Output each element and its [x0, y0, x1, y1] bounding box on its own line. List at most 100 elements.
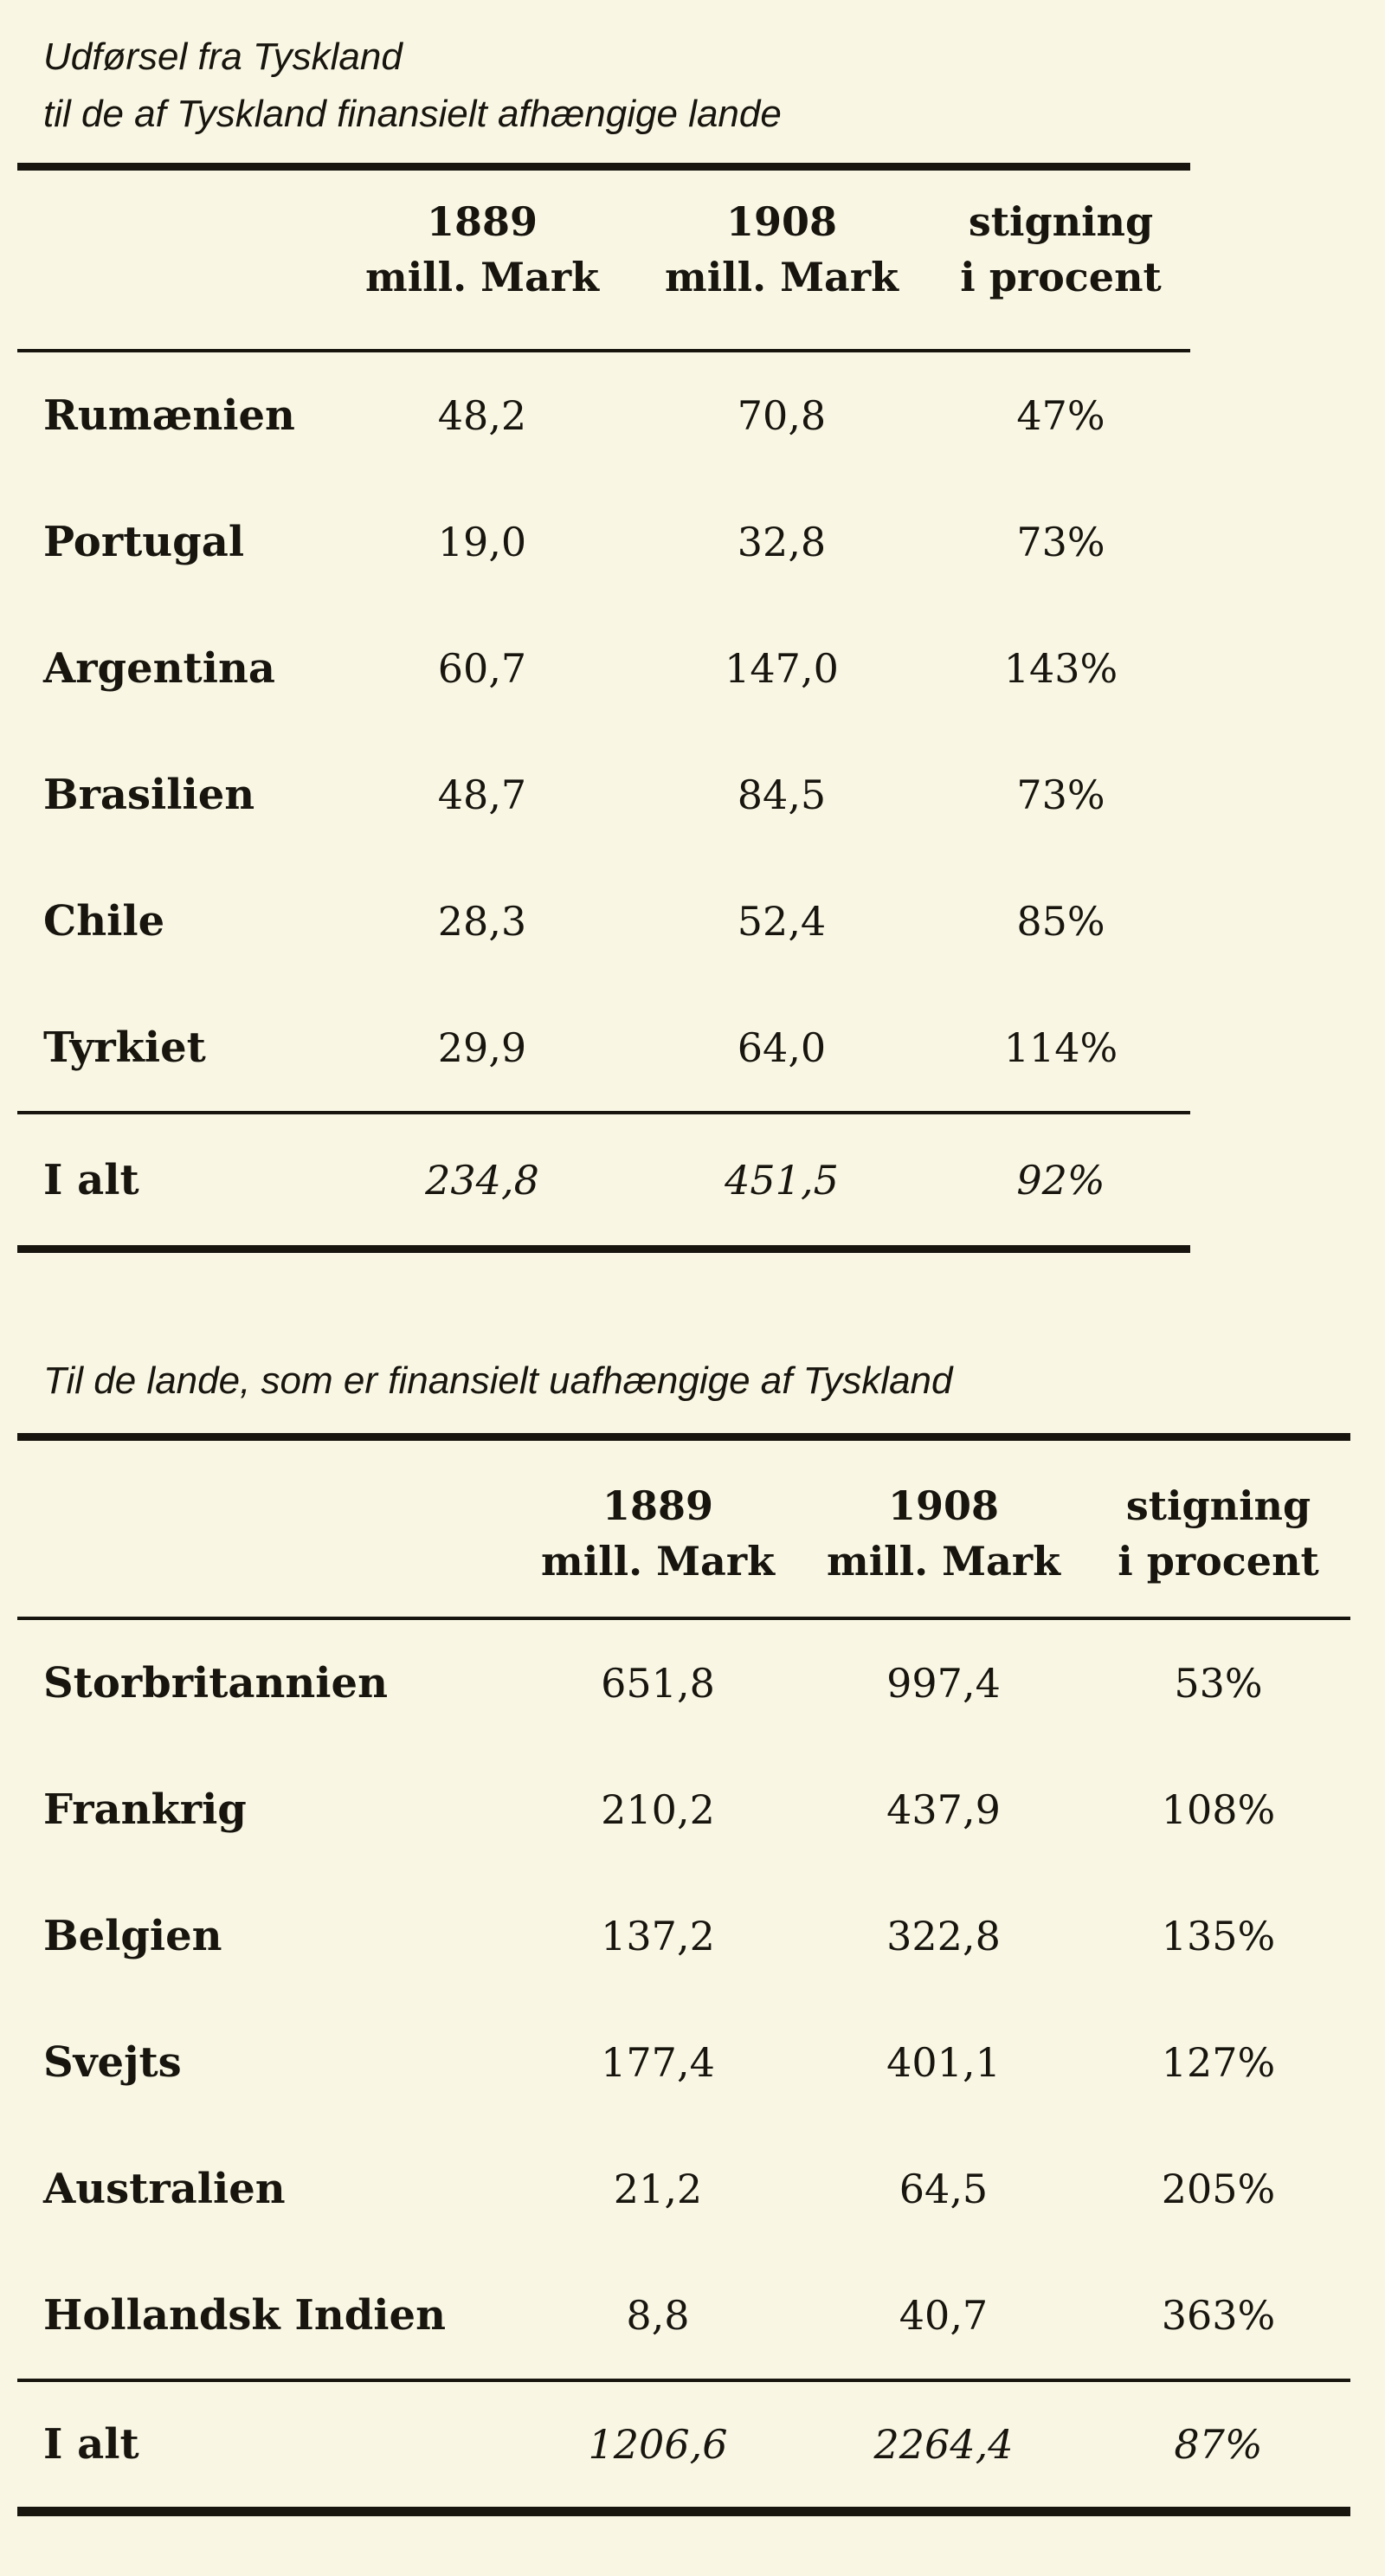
value-1889: 177,4 — [601, 2039, 715, 2086]
table-row: Belgien 137,2 322,8 135% — [17, 1873, 1350, 1999]
value-stigning: 143% — [1003, 645, 1118, 692]
header-1889-year: 1889 — [602, 1482, 714, 1529]
table-row: Australien 21,2 64,5 205% — [17, 2126, 1350, 2252]
table-row: Tyrkiet 29,9 64,0 114% — [17, 985, 1190, 1111]
value-1889: 48,2 — [437, 392, 527, 439]
value-stigning: 73% — [1016, 519, 1105, 565]
section1-title-line2: til de af Tyskland finansielt afhængige … — [43, 93, 782, 135]
value-stigning: 47% — [1016, 392, 1105, 439]
value-1908: 147,0 — [725, 645, 839, 692]
value-1889: 210,2 — [601, 1786, 715, 1833]
table-row: Brasilien 48,7 84,5 73% — [17, 732, 1190, 858]
header-1908: 1908 mill. Mark — [632, 194, 931, 305]
value-1908: 52,4 — [737, 898, 827, 945]
country-label: Brasilien — [43, 771, 255, 819]
total-row: I alt 234,8 451,5 92% — [17, 1114, 1190, 1245]
header-1908-unit: mill. Mark — [665, 254, 899, 300]
country-label: Tyrkiet — [43, 1023, 206, 1072]
value-1889: 29,9 — [437, 1024, 527, 1071]
total-stigning: 87% — [1174, 2421, 1263, 2468]
country-label: Frankrig — [43, 1785, 247, 1834]
value-1908: 437,9 — [886, 1786, 1001, 1833]
country-label: Chile — [43, 897, 165, 946]
table-independent-countries: 1889 mill. Mark 1908 mill. Mark stigning… — [17, 1433, 1350, 2516]
header-1889-unit: mill. Mark — [365, 254, 599, 300]
section2-title: Til de lande, som er finansielt uafhængi… — [0, 1353, 1385, 1410]
country-label: Argentina — [43, 644, 275, 693]
section2-title-line1: Til de lande, som er finansielt uafhængi… — [43, 1359, 953, 1402]
value-1908: 401,1 — [886, 2039, 1001, 2086]
table-row: Frankrig 210,2 437,9 108% — [17, 1746, 1350, 1873]
total-row: I alt 1206,6 2264,4 87% — [17, 2382, 1350, 2507]
header-spacer — [17, 194, 332, 305]
value-1908: 84,5 — [737, 772, 827, 818]
country-label: Rumænien — [43, 391, 295, 440]
header-1908-year: 1908 — [887, 1482, 1000, 1529]
table-row: Chile 28,3 52,4 85% — [17, 858, 1190, 985]
total-1908: 451,5 — [725, 1156, 839, 1204]
table-row: Hollandsk Indien 8,8 40,7 363% — [17, 2252, 1350, 2379]
value-1889: 21,2 — [613, 2166, 703, 2212]
total-1908: 2264,4 — [873, 2421, 1014, 2468]
value-1889: 651,8 — [601, 1660, 715, 1707]
value-1908: 70,8 — [737, 392, 827, 439]
header-1908: 1908 mill. Mark — [801, 1478, 1086, 1589]
total-label: I alt — [43, 1155, 139, 1204]
value-1908: 64,5 — [899, 2166, 989, 2212]
value-stigning: 114% — [1003, 1024, 1118, 1071]
value-stigning: 85% — [1016, 898, 1105, 945]
table-row: Rumænien 48,2 70,8 47% — [17, 352, 1190, 479]
value-stigning: 73% — [1016, 772, 1105, 818]
bottom-rule — [17, 1245, 1190, 1253]
table-header-row: 1889 mill. Mark 1908 mill. Mark stigning… — [17, 1441, 1350, 1617]
total-label: I alt — [43, 2420, 139, 2469]
total-1889: 234,8 — [425, 1156, 539, 1204]
table-row: Portugal 19,0 32,8 73% — [17, 479, 1190, 605]
total-stigning: 92% — [1016, 1156, 1105, 1204]
value-stigning: 108% — [1161, 1786, 1276, 1833]
value-stigning: 127% — [1161, 2039, 1276, 2086]
header-1889-year: 1889 — [426, 198, 538, 245]
table-header-row: 1889 mill. Mark 1908 mill. Mark stigning… — [17, 171, 1190, 349]
table-row: Svejts 177,4 401,1 127% — [17, 1999, 1350, 2126]
country-label: Storbritannien — [43, 1659, 388, 1708]
value-1889: 60,7 — [437, 645, 527, 692]
value-1889: 8,8 — [626, 2292, 690, 2339]
value-stigning: 205% — [1161, 2166, 1276, 2212]
value-stigning: 53% — [1174, 1660, 1263, 1707]
value-stigning: 135% — [1161, 1913, 1276, 1959]
value-1889: 48,7 — [437, 772, 527, 818]
value-1908: 997,4 — [886, 1660, 1001, 1707]
value-1908: 64,0 — [737, 1024, 827, 1071]
value-1908: 32,8 — [737, 519, 827, 565]
country-label: Portugal — [43, 518, 245, 566]
header-stigning-line1: stigning — [968, 198, 1154, 245]
header-spacer — [17, 1478, 515, 1589]
value-1908: 322,8 — [886, 1913, 1001, 1959]
header-stigning: stigning i procent — [1086, 1478, 1350, 1589]
value-stigning: 363% — [1161, 2292, 1276, 2339]
header-stigning-line2: i procent — [960, 254, 1162, 300]
header-1889: 1889 mill. Mark — [332, 194, 632, 305]
header-1889-unit: mill. Mark — [541, 1538, 775, 1585]
header-1889: 1889 mill. Mark — [515, 1478, 801, 1589]
value-1889: 19,0 — [437, 519, 527, 565]
header-rule — [17, 349, 1190, 352]
section1-title-line1: Udførsel fra Tyskland — [43, 36, 403, 78]
bottom-rule — [17, 2507, 1350, 2516]
top-rule — [17, 1433, 1350, 1441]
header-stigning-line2: i procent — [1118, 1538, 1319, 1585]
header-rule — [17, 1617, 1350, 1620]
total-rule — [17, 2379, 1350, 2382]
table-row: Storbritannien 651,8 997,4 53% — [17, 1620, 1350, 1746]
table-dependent-countries: 1889 mill. Mark 1908 mill. Mark stigning… — [17, 163, 1190, 1253]
country-label: Belgien — [43, 1912, 222, 1960]
value-1889: 28,3 — [437, 898, 527, 945]
country-label: Hollandsk Indien — [43, 2291, 446, 2340]
section1-title: Udførsel fra Tyskland til de af Tyskland… — [0, 0, 1385, 143]
country-label: Svejts — [43, 2038, 182, 2087]
header-1908-year: 1908 — [725, 198, 838, 245]
header-stigning: stigning i procent — [931, 194, 1190, 305]
total-1889: 1206,6 — [588, 2421, 728, 2468]
